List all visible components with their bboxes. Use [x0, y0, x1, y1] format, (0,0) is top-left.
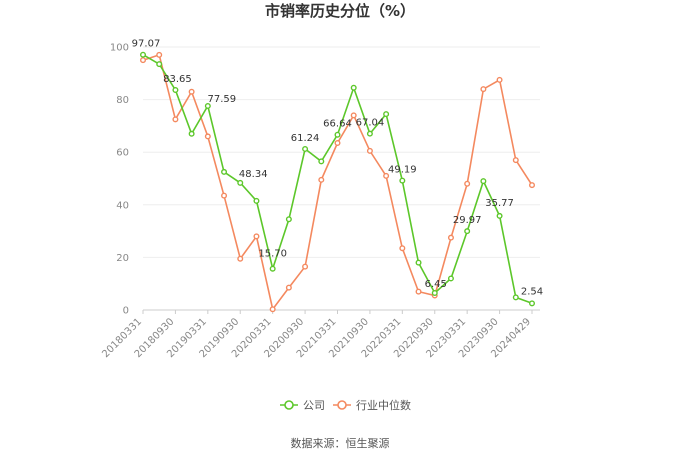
y-tick-label: 60 — [116, 148, 129, 159]
data-point — [529, 182, 536, 189]
legend[interactable]: 公司 行业中位数 — [280, 398, 411, 412]
data-point — [302, 263, 309, 270]
data-point — [366, 130, 373, 137]
data-point — [415, 288, 422, 295]
data-point — [334, 131, 341, 138]
data-point — [496, 212, 503, 219]
data-point — [204, 133, 211, 140]
y-axis: 0 20 40 60 80 100 — [110, 43, 129, 317]
data-point — [204, 102, 211, 109]
data-point — [480, 178, 487, 185]
data-point — [139, 57, 146, 64]
data-point — [269, 306, 276, 313]
grid — [143, 46, 540, 311]
data-point — [399, 245, 406, 252]
data-point — [253, 233, 260, 240]
data-label: 2.54 — [521, 286, 543, 297]
legend-label: 行业中位数 — [356, 398, 411, 412]
data-point — [512, 157, 519, 164]
y-tick-label: 80 — [116, 95, 129, 106]
data-label: 61.24 — [291, 133, 320, 144]
x-axis: 2018033120180930201903312019093020200331… — [100, 310, 533, 360]
data-point — [188, 130, 195, 137]
data-point — [318, 176, 325, 183]
y-tick-label: 100 — [110, 43, 129, 54]
data-point — [285, 284, 292, 291]
data-point — [447, 234, 454, 241]
data-point — [464, 180, 471, 187]
source-text: 数据来源：恒生聚源 — [291, 436, 390, 450]
data-point — [431, 290, 438, 297]
data-label: 6.45 — [425, 279, 447, 290]
series-line-1 — [142, 53, 533, 312]
y-tick-label: 0 — [123, 306, 129, 317]
data-point — [285, 216, 292, 223]
data-point — [253, 197, 260, 204]
y-tick-label: 40 — [116, 200, 129, 211]
data-point — [399, 177, 406, 184]
data-label: 29.97 — [453, 215, 482, 226]
legend-marker — [284, 400, 294, 410]
data-point — [302, 145, 309, 152]
legend-marker — [337, 400, 347, 410]
legend-item-0[interactable]: 公司 — [280, 399, 325, 412]
data-point — [172, 87, 179, 94]
data-label: 49.19 — [388, 165, 417, 176]
data-point — [221, 168, 228, 175]
data-point — [512, 294, 519, 301]
legend-label: 公司 — [303, 399, 325, 412]
data-point — [334, 139, 341, 146]
data-label: 77.59 — [208, 94, 237, 105]
data-point — [383, 111, 390, 118]
data-label: 35.77 — [485, 198, 514, 209]
data-point — [447, 275, 454, 282]
data-point — [172, 116, 179, 123]
data-point — [415, 259, 422, 266]
data-point — [464, 228, 471, 235]
legend-item-1[interactable]: 行业中位数 — [333, 398, 411, 412]
data-point — [350, 112, 357, 119]
data-label: 83.65 — [163, 74, 192, 85]
data-point — [529, 300, 536, 307]
chart-title: 市销率历史分位（%） — [265, 2, 415, 20]
data-point — [318, 158, 325, 165]
data-label: 97.07 — [132, 39, 161, 50]
data-point — [383, 172, 390, 179]
data-point — [237, 179, 244, 186]
series-line-0 — [142, 54, 533, 305]
data-point — [366, 147, 373, 154]
data-label: 66.64 — [323, 119, 352, 130]
data-label: 15.70 — [258, 249, 287, 260]
data-point — [139, 51, 146, 58]
series-group — [139, 51, 536, 313]
data-point — [221, 192, 228, 199]
y-tick-label: 20 — [116, 253, 129, 264]
data-point — [480, 86, 487, 93]
data-point — [156, 51, 163, 58]
data-point — [237, 255, 244, 262]
data-label: 48.34 — [239, 169, 268, 180]
data-point — [269, 265, 276, 272]
data-point — [350, 84, 357, 91]
data-label: 67.04 — [356, 118, 385, 129]
data-point — [156, 61, 163, 68]
data-point — [496, 76, 503, 83]
data-point — [188, 88, 195, 95]
